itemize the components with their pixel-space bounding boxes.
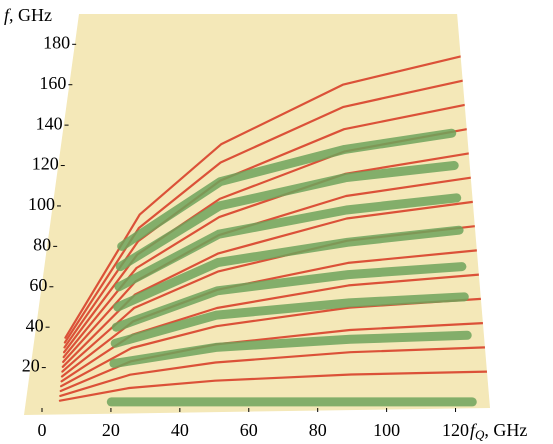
x-tick-label: 120: [442, 420, 469, 440]
y-tick-label: 140: [36, 113, 63, 133]
y-axis-label: f, GHz: [4, 5, 52, 25]
green-band: [117, 128, 457, 251]
y-tick-label: 180: [43, 32, 70, 52]
surface: [24, 14, 490, 415]
x-tick-label: 100: [373, 420, 400, 440]
green-band: [109, 330, 472, 368]
y-tick-label: 100: [28, 194, 55, 214]
x-axis-label: fQ, GHz: [470, 420, 527, 442]
y-tick-label: 40: [26, 315, 44, 335]
ridge-line: [59, 346, 486, 397]
x-tick-label: 40: [171, 420, 189, 440]
green-band: [110, 292, 469, 348]
x-label-unit: , GHz: [484, 420, 527, 440]
x-tick-label: 20: [102, 420, 120, 440]
green-band: [111, 262, 467, 332]
ridge-line: [60, 273, 480, 383]
x-tick-label: 80: [309, 420, 327, 440]
x-tick-label: 0: [38, 420, 47, 440]
ridge-line: [58, 370, 489, 402]
green-band: [115, 161, 459, 272]
axes: 20 40 60 80 100 120 140 160 180 0 20 40 60 80 100 120: [22, 32, 469, 440]
plot-area: [58, 55, 489, 407]
ridge-line: [62, 152, 470, 359]
y-tick-label: 60: [29, 275, 47, 295]
ridge-line: [61, 200, 474, 368]
x-label-symbol: f: [470, 420, 478, 440]
ridge-line: [63, 79, 464, 344]
y-tick-label: 120: [32, 154, 59, 174]
x-tick-label: 60: [240, 420, 258, 440]
green-band: [114, 193, 462, 292]
y-tick-label: 20: [22, 356, 40, 376]
y-label-symbol: f: [4, 5, 12, 25]
y-label-unit: , GHz: [9, 5, 52, 25]
y-tick-label: 160: [39, 73, 66, 93]
surface-fill: [24, 14, 490, 415]
y-tick-label: 80: [33, 234, 51, 254]
x-label-subscript: Q: [475, 427, 485, 442]
ridge-line: [64, 55, 462, 339]
green-band: [113, 225, 464, 312]
